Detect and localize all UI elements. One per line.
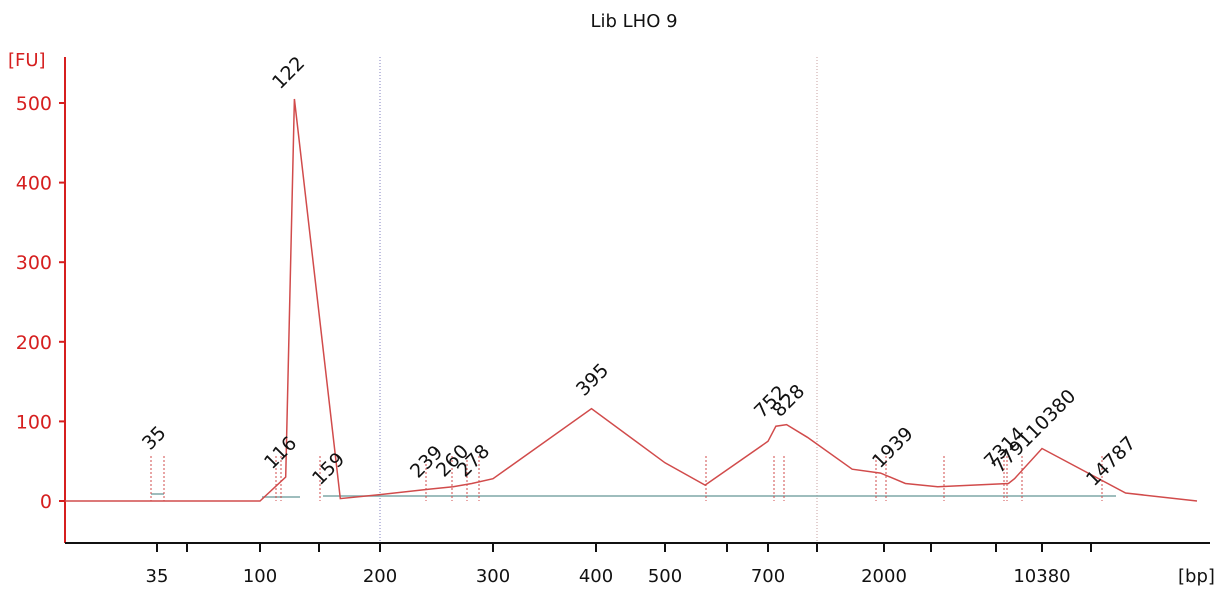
chart-title: Lib LHO 9 bbox=[590, 11, 677, 32]
y-tick-label: 400 bbox=[16, 173, 52, 195]
x-tick-label: 400 bbox=[579, 566, 613, 587]
peak-label: 10380 bbox=[1022, 385, 1080, 443]
x-tick-label: 200 bbox=[363, 566, 397, 587]
x-tick-label: 100 bbox=[243, 566, 277, 587]
trace-line bbox=[65, 98, 1198, 502]
peak-label: 159 bbox=[308, 448, 349, 489]
peak-markers bbox=[150, 456, 1103, 501]
x-tick-label: 35 bbox=[146, 566, 169, 587]
y-tick-label: 500 bbox=[16, 93, 52, 115]
peak-label: 122 bbox=[268, 52, 309, 93]
peak-label: 1939 bbox=[868, 423, 918, 473]
x-ticks: 35 100 200 300 400 500 700 2000 10380 bbox=[146, 543, 1092, 587]
peak-label: 14787 bbox=[1082, 432, 1140, 490]
peak-label: 35 bbox=[138, 422, 171, 455]
baseline-segment bbox=[151, 493, 1116, 498]
x-unit-label: [bp] bbox=[1178, 566, 1215, 587]
y-tick-label: 0 bbox=[40, 491, 52, 513]
x-tick-label: 500 bbox=[648, 566, 682, 587]
y-unit-label: [FU] bbox=[8, 50, 46, 71]
peak-label: 116 bbox=[260, 432, 301, 473]
x-tick-label: 300 bbox=[476, 566, 510, 587]
y-tick-label: 300 bbox=[16, 252, 52, 274]
y-tick-label: 100 bbox=[16, 411, 52, 433]
x-tick-label: 10380 bbox=[1013, 566, 1070, 587]
y-ticks: 0 100 200 300 400 500 bbox=[16, 93, 65, 513]
x-tick-label: 2000 bbox=[861, 566, 907, 587]
x-tick-label: 700 bbox=[751, 566, 785, 587]
peak-label: 395 bbox=[572, 359, 613, 400]
y-tick-label: 200 bbox=[16, 332, 52, 354]
